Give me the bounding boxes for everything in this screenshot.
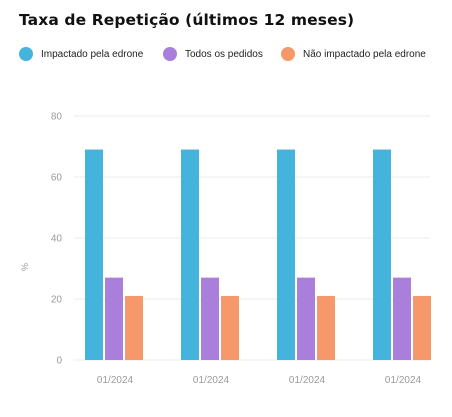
bar	[317, 295, 335, 360]
x-tick-label: 01/2024	[385, 375, 422, 386]
bar	[181, 149, 199, 360]
y-tick-label: 20	[51, 295, 63, 306]
bar	[373, 149, 391, 360]
legend-dot-icon	[281, 47, 295, 61]
bar	[393, 277, 411, 360]
legend-dot-icon	[19, 47, 33, 61]
legend-label: Não impactado pela edrone	[303, 48, 426, 60]
legend-label: Todos os pedidos	[185, 48, 263, 60]
chart-legend: Impactado pela edrone Todos os pedidos N…	[0, 44, 452, 64]
x-tick-label: 01/2024	[97, 375, 134, 386]
bar	[105, 277, 123, 360]
legend-item-impactado[interactable]: Impactado pela edrone	[19, 44, 143, 64]
bar	[221, 295, 239, 360]
bar	[85, 149, 103, 360]
chart-title: Taxa de Repetição (últimos 12 meses)	[19, 11, 355, 29]
legend-dot-icon	[163, 47, 177, 61]
y-tick-label: 60	[51, 173, 63, 184]
y-axis-label: %	[20, 263, 30, 271]
legend-label: Impactado pela edrone	[41, 48, 144, 60]
y-tick-label: 40	[51, 234, 63, 245]
bar	[277, 149, 295, 360]
y-tick-label: 0	[56, 356, 62, 367]
bar	[125, 295, 143, 360]
x-tick-label: 01/2024	[289, 375, 326, 386]
y-tick-label: 80	[51, 112, 63, 123]
bar	[201, 277, 219, 360]
legend-item-todos[interactable]: Todos os pedidos	[163, 44, 263, 64]
x-tick-label: 01/2024	[193, 375, 230, 386]
bar	[413, 295, 431, 360]
legend-item-nao-impactado[interactable]: Não impactado pela edrone	[281, 44, 426, 64]
bar	[297, 277, 315, 360]
